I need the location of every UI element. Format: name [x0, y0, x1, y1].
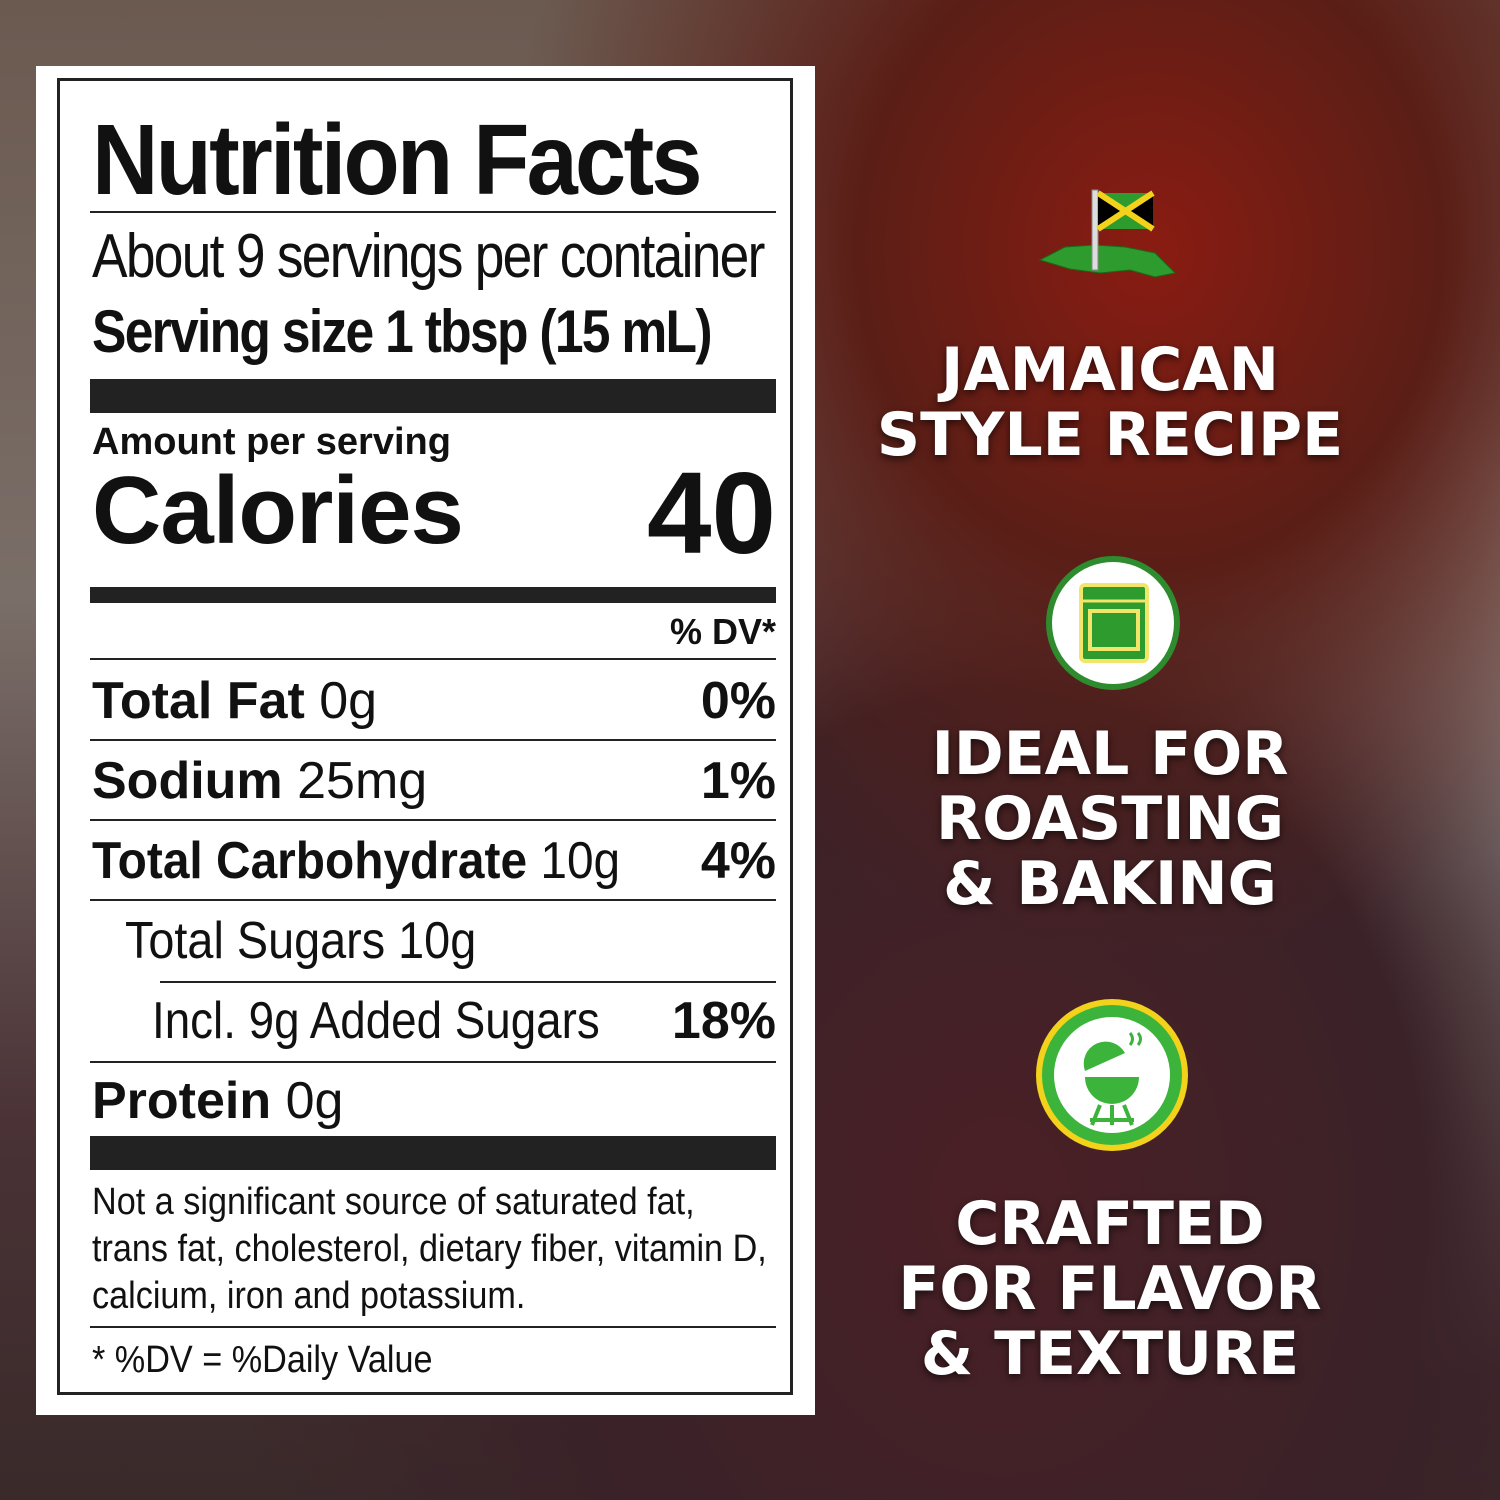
dv-total-fat: 0% [700, 672, 776, 730]
calories-value: 40 [646, 448, 776, 578]
divider [90, 658, 776, 660]
footnote: Not a significant source of saturated fa… [92, 1179, 767, 1320]
feature-line: & BAKING [943, 848, 1277, 919]
thick-divider [90, 1136, 776, 1170]
nutrient-name: Total Fat [92, 672, 305, 730]
footnote-line: calcium, iron and potassium. [92, 1275, 526, 1317]
nutrition-facts-label: Nutrition Facts About 9 servings per con… [36, 66, 815, 1415]
oven-icon [1046, 556, 1180, 690]
divider [90, 1061, 776, 1063]
row-total-sugars: Total Sugars 10g [125, 912, 477, 970]
feature-line: CRAFTED [955, 1189, 1265, 1259]
dv-note: * %DV = %Daily Value [92, 1339, 433, 1381]
divider [160, 981, 776, 983]
feature-line: IDEAL FOR [931, 719, 1289, 789]
feature-line: ROASTING [936, 783, 1284, 854]
feature-jamaican-style: JAMAICAN STYLE RECIPE [860, 338, 1360, 468]
divider [90, 1326, 776, 1328]
dv-total-carbohydrate: 4% [700, 832, 776, 890]
row-total-carbohydrate: Total Carbohydrate 10g [92, 831, 620, 891]
divider [90, 211, 776, 213]
jamaica-flag-icon [1038, 189, 1177, 278]
feature-roasting-baking: IDEAL FOR ROASTING & BAKING [860, 722, 1360, 916]
dv-header: % DV* [669, 611, 776, 652]
divider [90, 899, 776, 901]
nutrient-amount: 0g [285, 1072, 344, 1130]
row-sodium: Sodium 25mg [92, 751, 427, 811]
row-total-fat: Total Fat 0g [92, 671, 377, 731]
nutrient-name: Protein [92, 1072, 272, 1130]
feature-line: STYLE RECIPE [876, 399, 1344, 470]
thick-divider [90, 587, 776, 603]
grill-icon [1036, 999, 1188, 1151]
row-added-sugars: Incl. 9g Added Sugars [152, 992, 600, 1050]
nutrient-amount: 0g [319, 672, 378, 730]
nutrient-name: Sodium [92, 752, 283, 810]
nutrient-amount: 25mg [297, 752, 428, 810]
feature-line: JAMAICAN [941, 335, 1279, 405]
feature-line: FOR FLAVOR [898, 1253, 1322, 1324]
feature-line: & TEXTURE [920, 1318, 1300, 1389]
amount-per-serving: Amount per serving [92, 421, 451, 463]
divider [90, 819, 776, 821]
feature-flavor-texture: CRAFTED FOR FLAVOR & TEXTURE [860, 1192, 1360, 1386]
thick-divider [90, 379, 776, 413]
footnote-line: Not a significant source of saturated fa… [92, 1181, 695, 1223]
nutrient-name: Total Carbohydrate [92, 832, 528, 890]
nutrient-amount: 10g [540, 832, 621, 890]
calories-label: Calories [92, 457, 464, 564]
divider [90, 739, 776, 741]
dv-sodium: 1% [700, 752, 776, 810]
nutrition-title: Nutrition Facts [92, 104, 702, 216]
row-protein: Protein 0g [92, 1071, 343, 1131]
footnote-line: trans fat, cholesterol, dietary fiber, v… [92, 1228, 767, 1270]
servings-per-container: About 9 servings per container [92, 222, 765, 291]
dv-added-sugars: 18% [671, 992, 776, 1050]
serving-size: Serving size 1 tbsp (15 mL) [92, 298, 713, 365]
